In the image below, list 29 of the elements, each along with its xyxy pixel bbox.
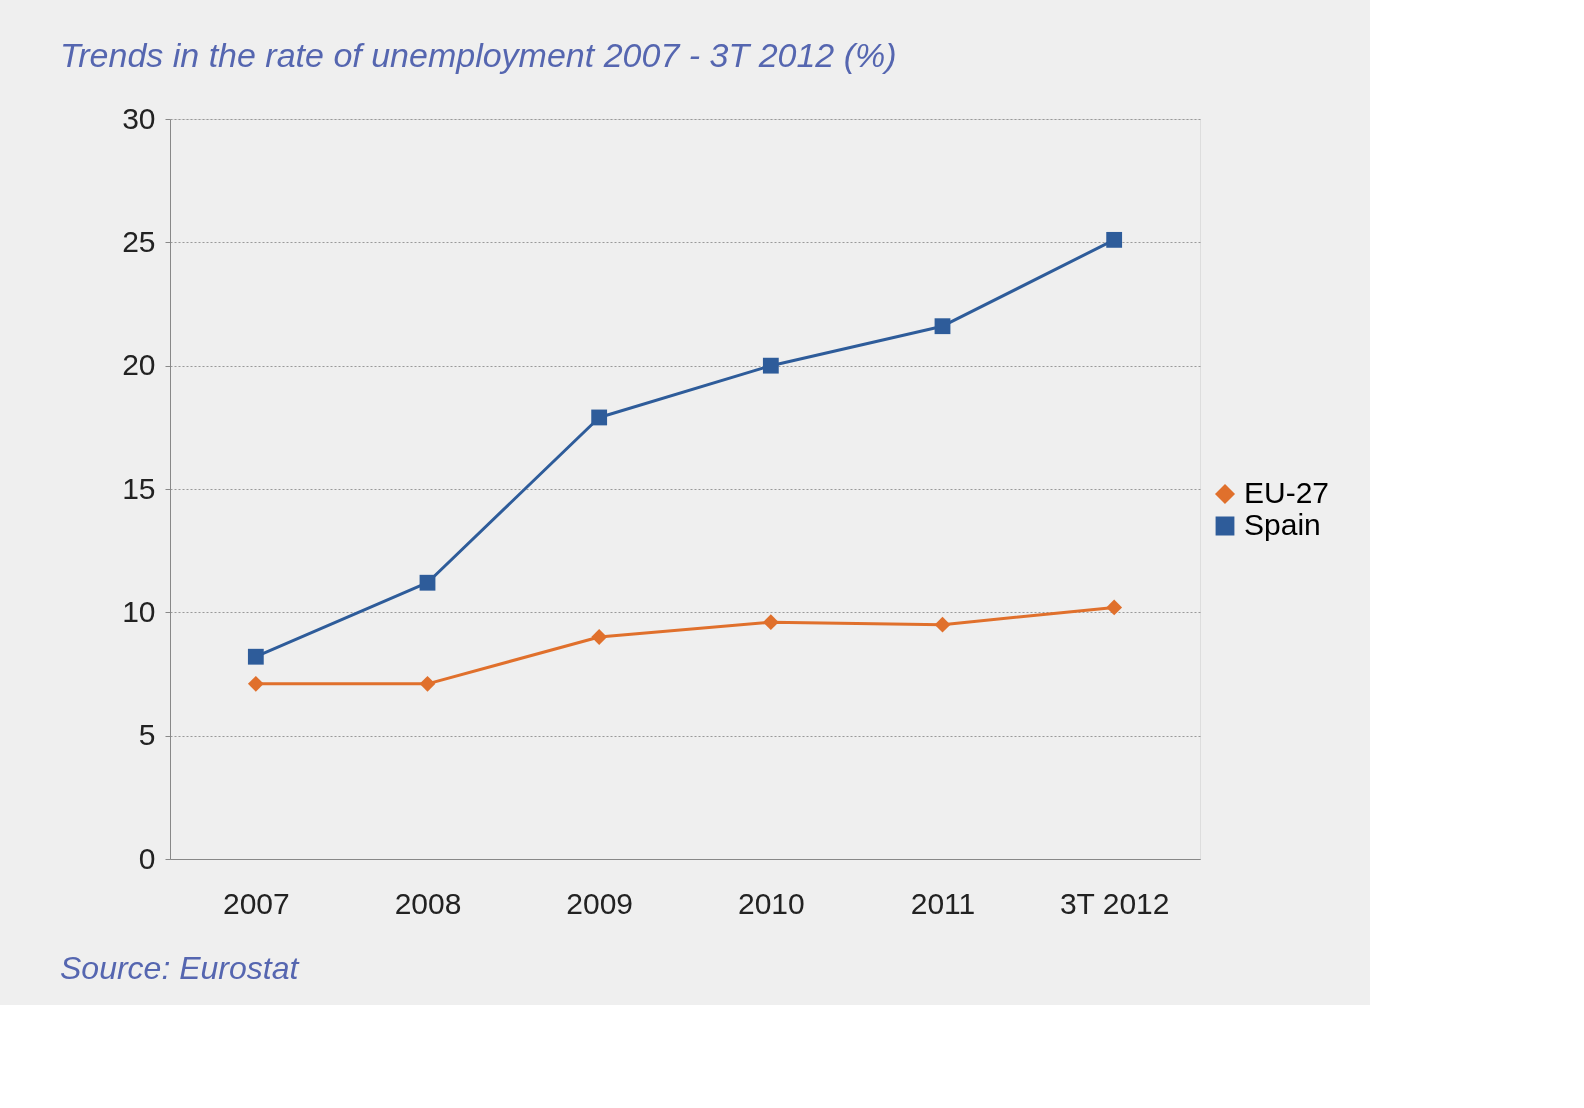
point — [762, 357, 779, 374]
x-tick-label: 2007 — [222, 886, 290, 920]
point — [762, 614, 779, 631]
point — [247, 675, 264, 692]
point — [247, 648, 264, 665]
x-tick-label: 2008 — [394, 886, 462, 920]
chart-title: Trends in the rate of unemployment 2007 - 3T 2012 (%) — [60, 36, 897, 74]
point — [1106, 599, 1123, 616]
point — [934, 616, 951, 633]
x-tick-label: 3T 2012 — [1059, 886, 1170, 920]
point — [591, 409, 608, 426]
y-tick-label: 15 — [122, 471, 156, 505]
y-tick-label: 20 — [122, 348, 156, 382]
x-tick-label: 2010 — [737, 886, 805, 920]
y-tick-label: 25 — [122, 224, 156, 258]
point — [419, 574, 436, 591]
source-note: Source: Eurostat — [60, 950, 300, 986]
point — [934, 318, 951, 335]
y-tick-label: 30 — [122, 101, 156, 135]
y-tick-label: 5 — [138, 718, 156, 752]
legend-label: EU-27 — [1244, 476, 1330, 509]
point — [1106, 231, 1123, 248]
point — [591, 629, 608, 645]
legend-label: Spain — [1244, 508, 1321, 541]
y-tick-label: 10 — [122, 594, 156, 628]
y-tick-label: 0 — [138, 841, 156, 875]
point — [419, 675, 436, 692]
x-tick-label: 2011 — [910, 886, 976, 920]
x-tick-label: 2009 — [566, 886, 634, 920]
